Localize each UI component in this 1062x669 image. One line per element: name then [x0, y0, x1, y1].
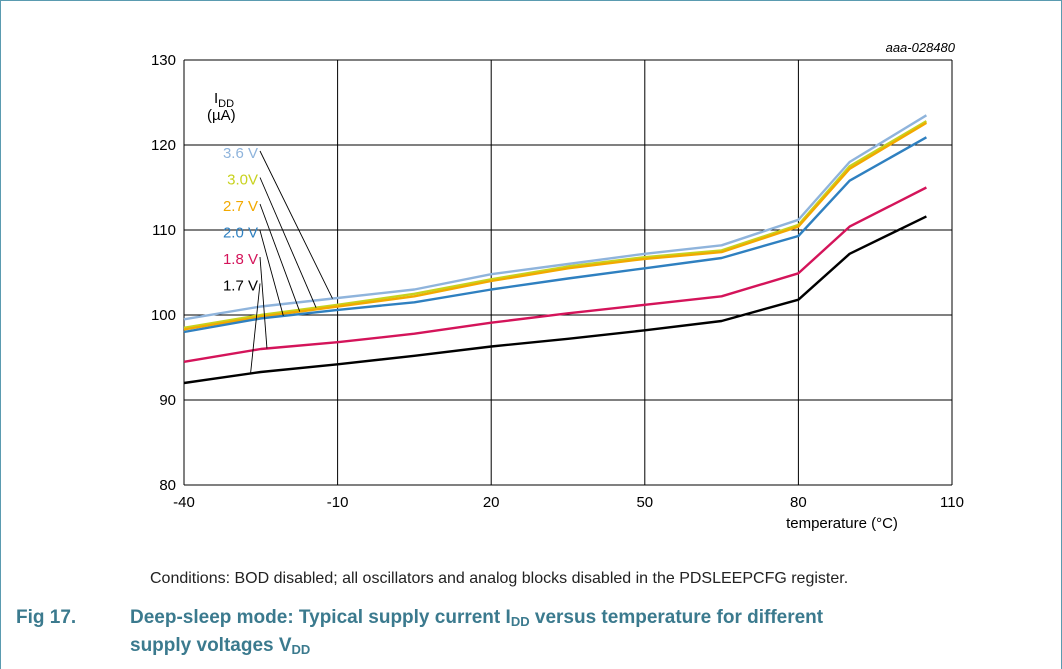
legend-label: 3.6 V [223, 145, 258, 162]
caption-text-2: versus temperature for different [529, 607, 824, 628]
conditions-note: Conditions: BOD disabled; all oscillator… [150, 570, 849, 587]
series-line-3-6-V [183, 114, 928, 321]
y-axis-label-main: I [214, 90, 218, 107]
line-chart: -40 -10 20 50 80 110 80 90 100 110 120 130 3.6 V 3.0… [151, 40, 964, 532]
chart-grid [183, 59, 953, 486]
caption-line-2: supply voltages VDD [16, 634, 1036, 662]
y-axis-label-sub: DD [218, 98, 234, 110]
series-legend: 3.6 V 3.0V 2.7 V 2.0 V 1.8 V 1.7 V [223, 145, 333, 374]
legend-leader-line [259, 256, 268, 349]
legend-label: 1.7 V [223, 278, 258, 295]
legend-label: 2.0 V [223, 225, 258, 242]
y-tick-label: 130 [151, 52, 176, 69]
series-line-1-8-V [183, 186, 927, 363]
y-axis-unit: (µA) [207, 107, 236, 124]
y-tick-label: 110 [152, 222, 176, 239]
x-tick-label: 110 [940, 494, 964, 511]
y-tick-label: 120 [151, 137, 176, 154]
legend-label: 1.8 V [223, 251, 258, 268]
series-line-2-7-V [183, 121, 928, 331]
caption-sub-2: DD [291, 642, 311, 657]
legend-label: 3.0V [227, 172, 258, 189]
caption-sub-1: DD [510, 614, 530, 629]
legend-leader-line [250, 283, 261, 374]
legend-leader-line [259, 150, 333, 299]
x-axis-label: temperature (°C) [786, 515, 898, 532]
y-tick-label: 90 [159, 392, 176, 409]
axis-ticks: -40 -10 20 50 80 110 80 90 100 110 120 130 [151, 52, 964, 511]
legend-leader-line [259, 177, 317, 308]
legend-leader-line [259, 203, 301, 312]
caption-text-3: supply voltages V [130, 635, 292, 656]
x-tick-label: 20 [483, 494, 500, 511]
y-tick-label: 80 [159, 477, 176, 494]
legend-label: 2.7 V [223, 198, 258, 215]
x-tick-label: -10 [327, 494, 349, 511]
caption-number: Fig 17. [16, 607, 77, 628]
caption-text-1: Deep-sleep mode: Typical supply current … [130, 607, 511, 628]
x-tick-label: -40 [173, 494, 195, 511]
series-line-2-0-V [183, 136, 927, 334]
series-line-1-7-V [183, 215, 927, 385]
x-tick-label: 80 [790, 494, 807, 511]
series-lines [183, 114, 928, 385]
figure-id-label: aaa-028480 [886, 40, 956, 55]
y-axis-label: IDD [214, 90, 234, 110]
figure-caption: Fig 17. Deep-sleep mode: Typical supply c… [16, 606, 1036, 662]
y-tick-label: 100 [151, 307, 176, 324]
x-tick-label: 50 [636, 494, 653, 511]
series-line-3-0V [183, 120, 928, 329]
legend-leader-line [259, 230, 284, 317]
